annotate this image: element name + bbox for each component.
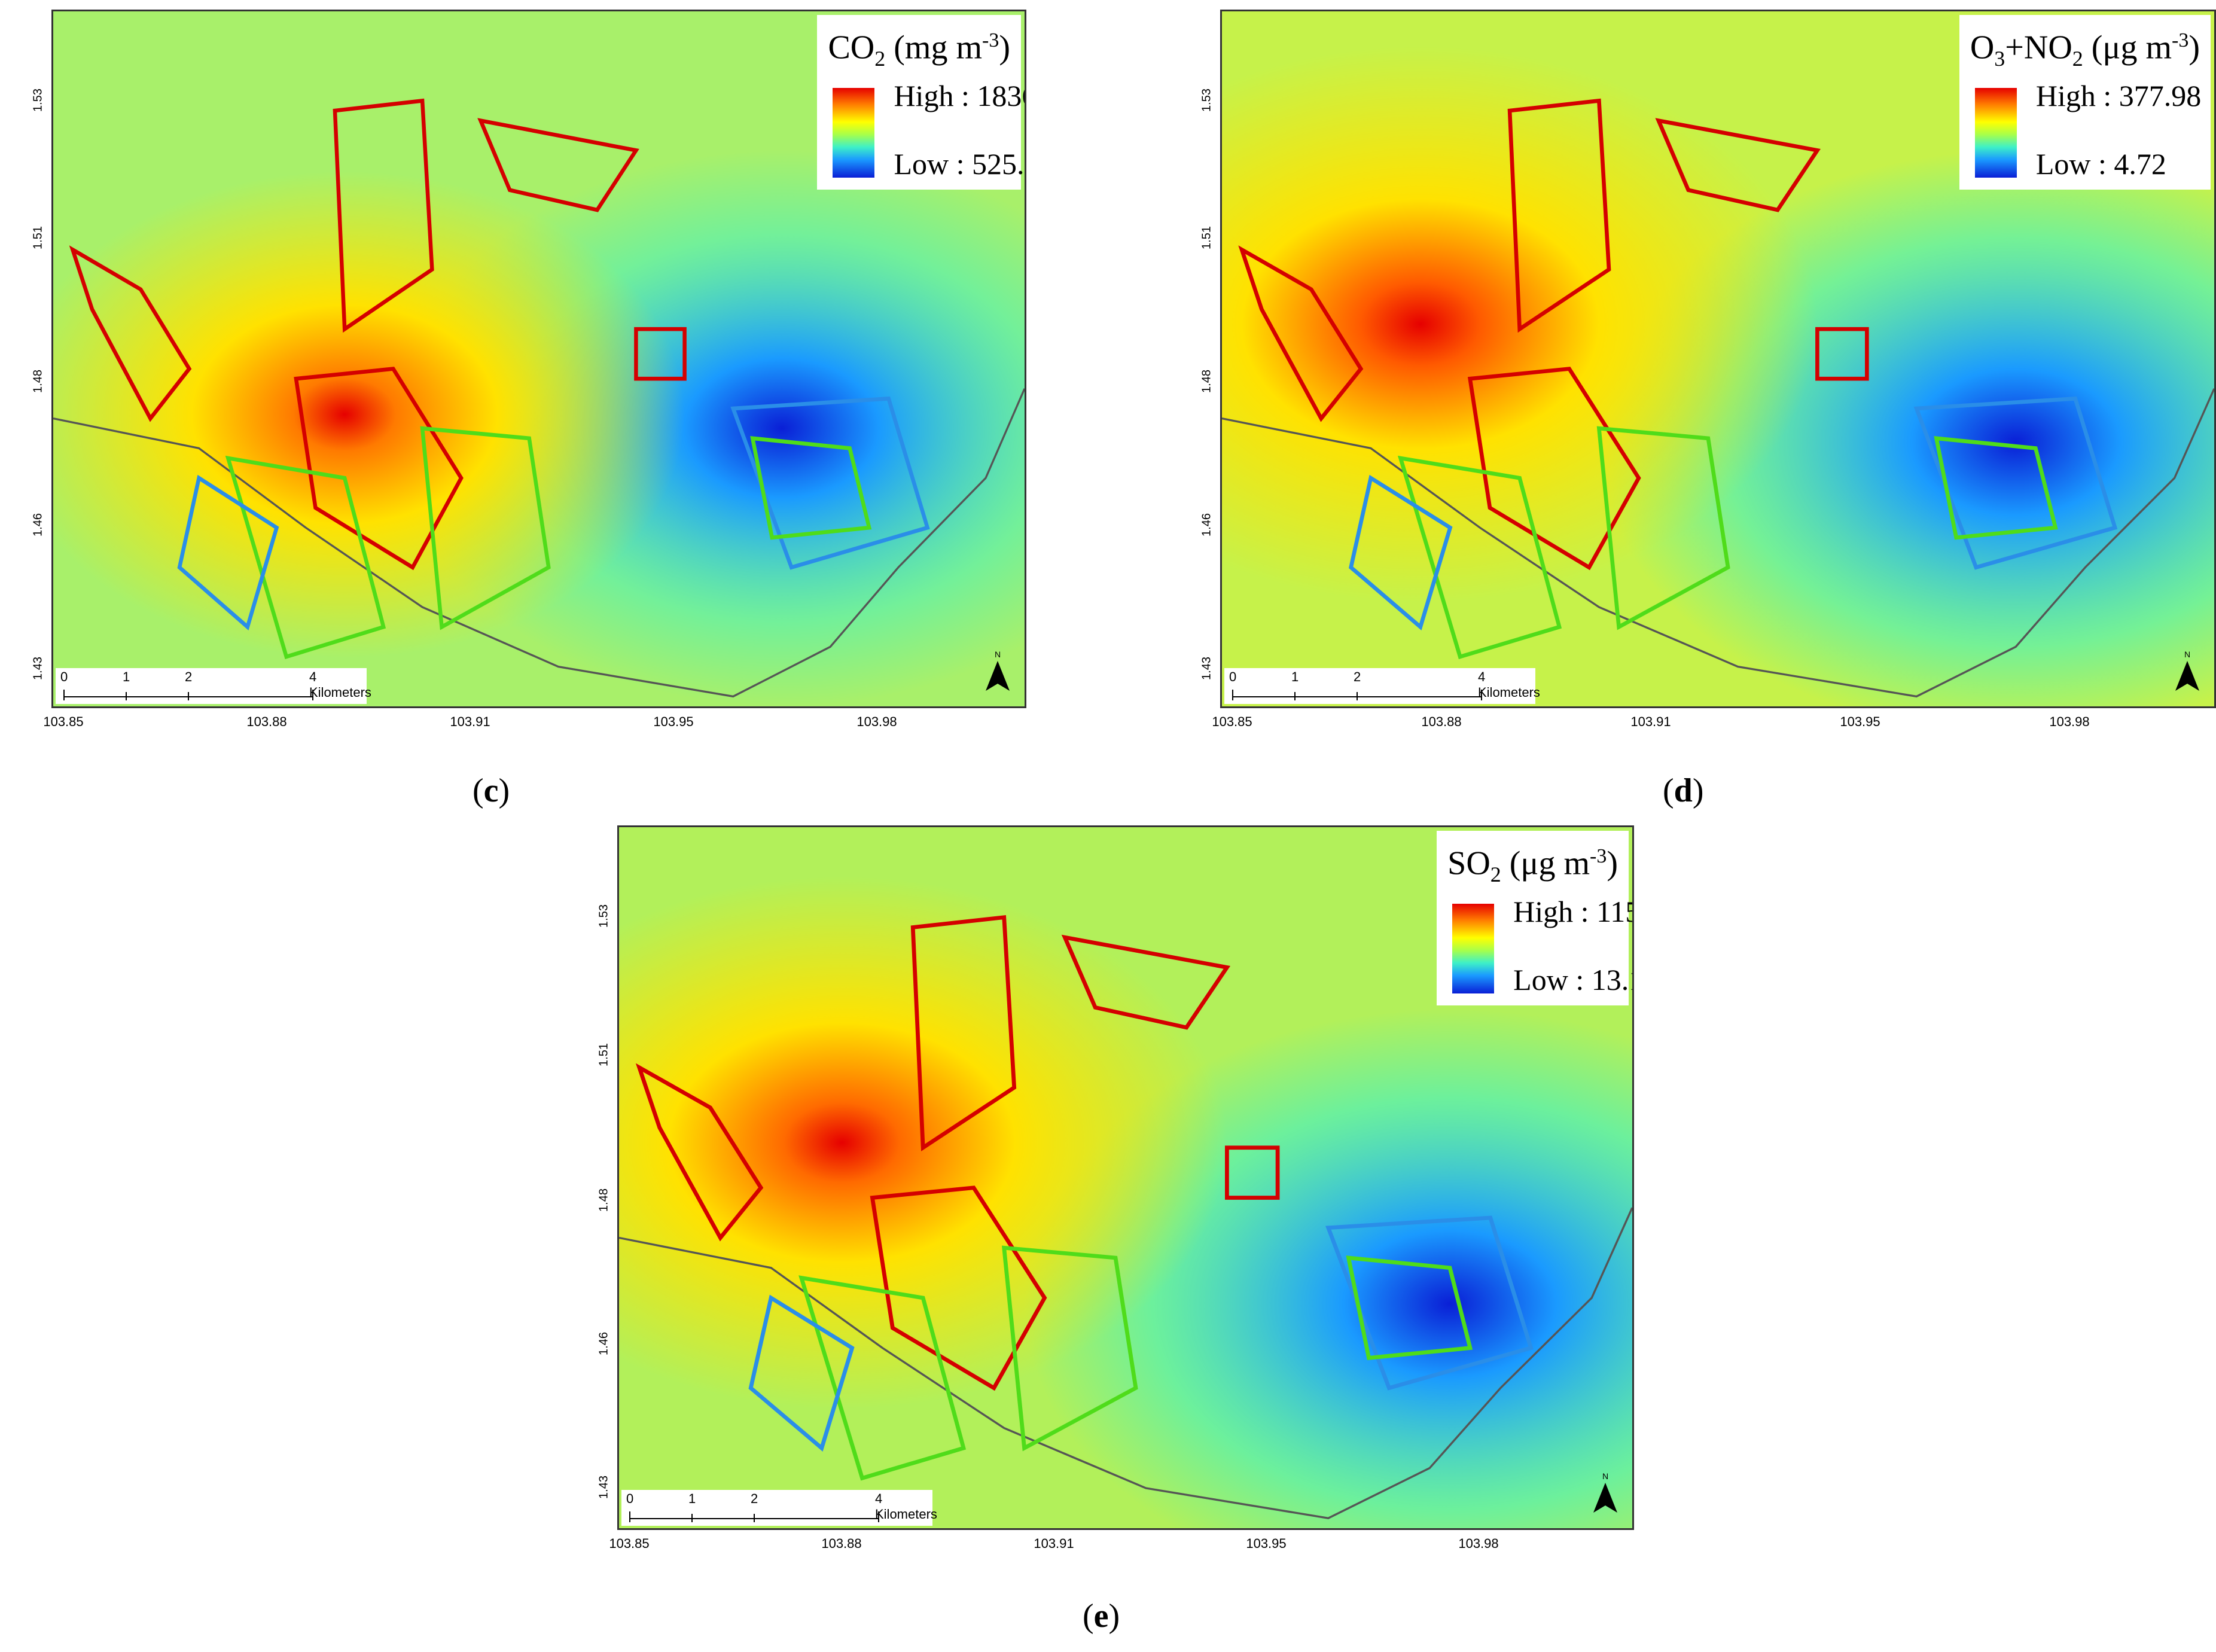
x-tick: 103.95 — [1246, 1536, 1287, 1551]
y-tick: 1.48 — [31, 370, 45, 393]
map-frame: CO2 (mg m-3) High : 1836.55 Low : 525.46… — [51, 10, 1026, 708]
map-frame: SO2 (μg m-3) High : 115.10 Low : 13.13 0… — [617, 825, 1634, 1530]
scale-bar: 0 1 2 4 Kilometers — [621, 1490, 937, 1526]
y-tick: 1.53 — [31, 89, 45, 112]
north-arrow-icon: N — [2172, 649, 2202, 693]
y-tick: 1.51 — [597, 1043, 611, 1066]
x-tick: 103.91 — [1034, 1536, 1074, 1551]
color-ramp — [1974, 87, 2017, 178]
y-tick: 1.43 — [31, 657, 45, 680]
x-tick: 103.98 — [2049, 714, 2090, 729]
map-frame: O3+NO2 (μg m-3) High : 377.98 Low : 4.72… — [1220, 10, 2216, 708]
x-tick: 103.95 — [653, 714, 694, 729]
x-tick: 103.88 — [246, 714, 287, 729]
y-tick: 1.53 — [1200, 89, 1214, 112]
x-tick: 103.98 — [1458, 1536, 1499, 1551]
legend-title: CO2 (mg m-3) — [828, 29, 1010, 71]
caption-e: (e) — [1083, 1598, 1120, 1635]
scale-bar: 0 1 2 4 Kilometers — [56, 668, 371, 704]
north-arrow-icon: N — [1590, 1471, 1620, 1515]
y-tick: 1.43 — [597, 1476, 611, 1499]
x-tick: 103.98 — [856, 714, 897, 729]
legend-title: SO2 (μg m-3) — [1447, 845, 1618, 886]
x-tick: 103.91 — [1630, 714, 1671, 729]
legend-title: O3+NO2 (μg m-3) — [1970, 29, 2200, 71]
svg-text:N: N — [1602, 1471, 1608, 1481]
caption-c: (c) — [473, 772, 510, 809]
legend-high: High : 1836.55 — [894, 78, 1025, 112]
legend-low: Low : 4.72 — [2035, 147, 2166, 181]
svg-text:N: N — [995, 650, 1001, 659]
map-panel-d: O3+NO2 (μg m-3) High : 377.98 Low : 4.72… — [1200, 10, 2216, 729]
y-tick: 1.48 — [1200, 370, 1214, 393]
x-tick: 103.85 — [609, 1536, 650, 1551]
x-tick: 103.88 — [821, 1536, 862, 1551]
y-tick: 1.46 — [31, 513, 45, 537]
y-tick: 1.46 — [597, 1332, 611, 1355]
svg-text:N: N — [2184, 650, 2190, 659]
legend: O3+NO2 (μg m-3) High : 377.98 Low : 4.72 — [1959, 15, 2211, 190]
y-tick: 1.53 — [597, 904, 611, 928]
caption-d: (d) — [1663, 772, 1704, 809]
y-tick: 1.51 — [31, 226, 45, 249]
scale-bar: 0 1 2 4 Kilometers — [1224, 668, 1540, 704]
legend-low: Low : 13.13 — [1513, 962, 1632, 996]
x-tick: 103.85 — [1212, 714, 1252, 729]
legend-high: High : 115.10 — [1513, 894, 1632, 928]
map-panel-e: SO2 (μg m-3) High : 115.10 Low : 13.13 0… — [598, 825, 1634, 1551]
color-ramp — [1452, 903, 1495, 993]
y-tick: 1.51 — [1200, 226, 1214, 249]
legend: CO2 (mg m-3) High : 1836.55 Low : 525.46 — [817, 15, 1025, 190]
y-tick: 1.43 — [1200, 657, 1214, 680]
color-ramp — [833, 87, 875, 178]
x-tick: 103.85 — [43, 714, 84, 729]
x-tick: 103.91 — [450, 714, 490, 729]
legend: SO2 (μg m-3) High : 115.10 Low : 13.13 — [1437, 831, 1632, 1005]
north-arrow-icon: N — [983, 649, 1013, 693]
legend-high: High : 377.98 — [2035, 78, 2202, 112]
y-tick: 1.46 — [1200, 513, 1214, 537]
x-tick: 103.95 — [1840, 714, 1880, 729]
legend-low: Low : 525.46 — [894, 147, 1025, 181]
map-panel-c: CO2 (mg m-3) High : 1836.55 Low : 525.46… — [32, 10, 1026, 729]
y-tick: 1.48 — [597, 1188, 611, 1212]
x-tick: 103.88 — [1421, 714, 1462, 729]
